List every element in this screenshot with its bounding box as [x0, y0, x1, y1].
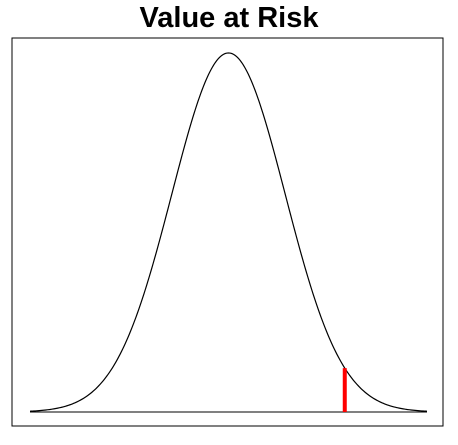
chart-marks — [29, 52, 428, 413]
chart-title: Value at Risk — [139, 2, 319, 34]
density-curve — [29, 52, 428, 412]
plot-frame — [11, 37, 444, 427]
